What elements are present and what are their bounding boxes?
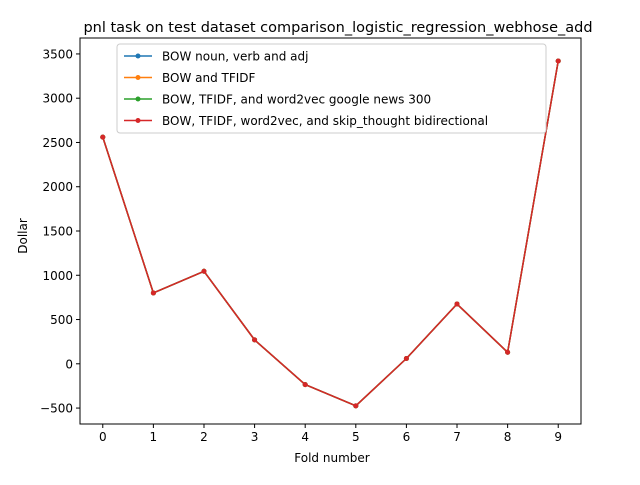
legend-label: BOW and TFIDF <box>162 71 256 85</box>
x-tick-label: 5 <box>352 430 360 444</box>
x-tick-label: 2 <box>200 430 208 444</box>
y-tick-label: −500 <box>40 402 73 416</box>
legend-marker <box>135 53 141 59</box>
x-axis-label: Fold number <box>294 451 369 465</box>
y-tick-label: 1000 <box>42 269 73 283</box>
data-point <box>353 403 359 409</box>
series-group <box>100 58 561 409</box>
legend-marker <box>135 96 141 102</box>
data-point <box>150 290 156 296</box>
legend-label: BOW, TFIDF, and word2vec google news 300 <box>162 93 431 107</box>
legend-marker <box>135 75 141 80</box>
x-tick-label: 9 <box>554 430 562 444</box>
y-tick-label: 0 <box>65 357 73 371</box>
legend-marker <box>135 118 141 123</box>
y-tick-label: 2000 <box>42 180 73 194</box>
x-tick-label: 1 <box>150 430 158 444</box>
y-tick-label: 1500 <box>42 225 73 239</box>
y-tick-label: 3500 <box>42 47 73 61</box>
data-point <box>302 382 308 388</box>
chart-title: pnl task on test dataset comparison_logi… <box>83 20 592 36</box>
y-axis-label: Dollar <box>16 218 30 254</box>
axes-group: 0 1 2 3 4 5 6 7 8 9 −500 0 500 1000 1500 2000 2500 3000 35… <box>40 37 582 444</box>
y-tick-label: 500 <box>50 313 73 327</box>
legend: BOW noun, verb and adj BOW and TFIDF BOW, … <box>116 43 547 134</box>
x-tick-label: 4 <box>301 430 309 444</box>
series-line-4 <box>102 60 559 407</box>
data-point <box>505 349 511 355</box>
legend-box <box>116 43 547 134</box>
x-tick-label: 0 <box>99 430 107 444</box>
data-point <box>252 337 258 343</box>
legend-label: BOW noun, verb and adj <box>162 50 308 64</box>
data-point <box>555 58 561 64</box>
y-tick-label: 3000 <box>42 92 73 106</box>
data-point <box>454 301 460 307</box>
y-tick-label: 2500 <box>42 136 73 150</box>
x-tick-label: 8 <box>504 430 512 444</box>
x-tick-label: 7 <box>453 430 461 444</box>
data-point <box>201 268 207 274</box>
x-tick-label: 6 <box>403 430 411 444</box>
data-point <box>100 134 106 140</box>
x-tick-label: 3 <box>251 430 259 444</box>
data-point <box>403 355 409 361</box>
legend-label: BOW, TFIDF, word2vec, and skip_thought b… <box>162 114 488 128</box>
